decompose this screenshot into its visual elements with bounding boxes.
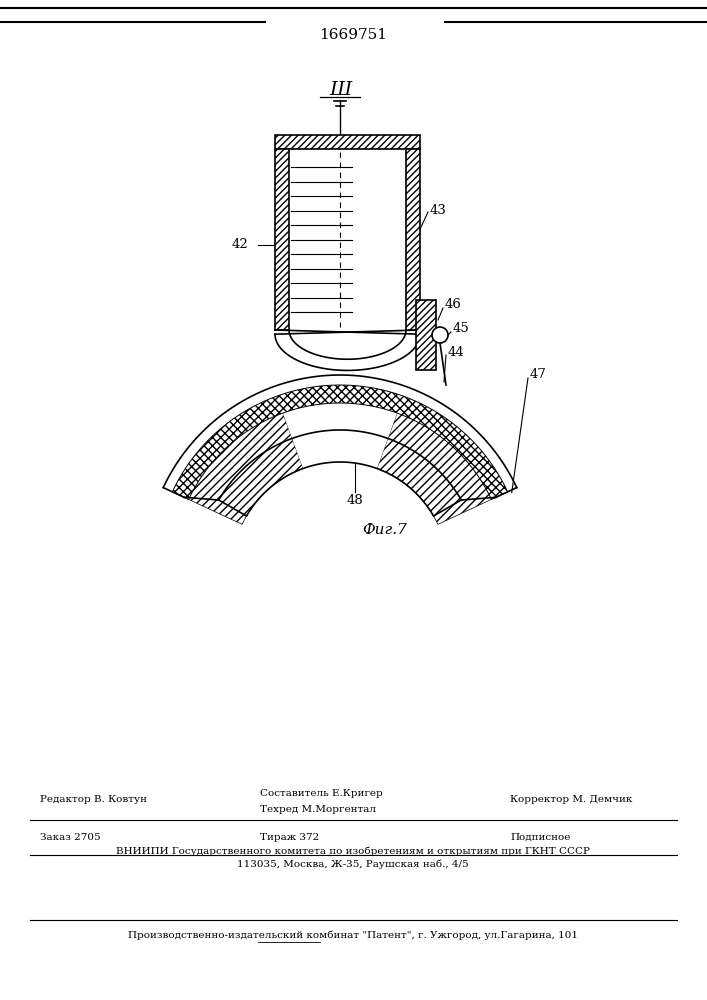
Text: Корректор М. Демчик: Корректор М. Демчик: [510, 796, 632, 804]
Text: 48: 48: [346, 493, 363, 506]
Bar: [275, 135, 420, 149]
Text: Ш: Ш: [329, 81, 351, 99]
Polygon shape: [281, 398, 399, 469]
Bar: [416, 300, 436, 370]
Circle shape: [432, 327, 448, 343]
Bar: [406, 149, 420, 330]
Text: 1669751: 1669751: [319, 28, 387, 42]
Text: Подписное: Подписное: [510, 832, 571, 842]
Bar: [275, 149, 289, 330]
Text: 44: 44: [448, 346, 464, 359]
Bar: [275, 135, 420, 149]
Text: Производственно-издательский комбинат "Патент", г. Ужгород, ул.Гагарина, 101: Производственно-издательский комбинат "П…: [128, 930, 578, 940]
Text: Составитель Е.Кригер: Составитель Е.Кригер: [260, 788, 382, 798]
Bar: [289, 149, 406, 330]
Text: Фиг.7: Фиг.7: [363, 523, 407, 537]
Text: Техред М.Моргентал: Техред М.Моргентал: [260, 806, 376, 814]
Text: 42: 42: [232, 238, 248, 251]
Text: ВНИИПИ Государственного комитета по изобретениям и открытиям при ГКНТ СССР: ВНИИПИ Государственного комитета по изоб…: [116, 846, 590, 856]
Text: 47: 47: [530, 368, 547, 381]
Text: 46: 46: [445, 298, 462, 312]
Text: Редактор В. Ковтун: Редактор В. Ковтун: [40, 796, 147, 804]
Text: 45: 45: [453, 322, 469, 334]
Bar: [406, 149, 420, 330]
Text: Заказ 2705: Заказ 2705: [40, 832, 100, 842]
Text: 43: 43: [430, 204, 447, 217]
Text: Тираж 372: Тираж 372: [260, 832, 320, 842]
Text: 113035, Москва, Ж-35, Раушская наб., 4/5: 113035, Москва, Ж-35, Раушская наб., 4/5: [237, 859, 469, 869]
Polygon shape: [173, 385, 508, 499]
Bar: [275, 149, 289, 330]
Bar: [416, 300, 436, 370]
